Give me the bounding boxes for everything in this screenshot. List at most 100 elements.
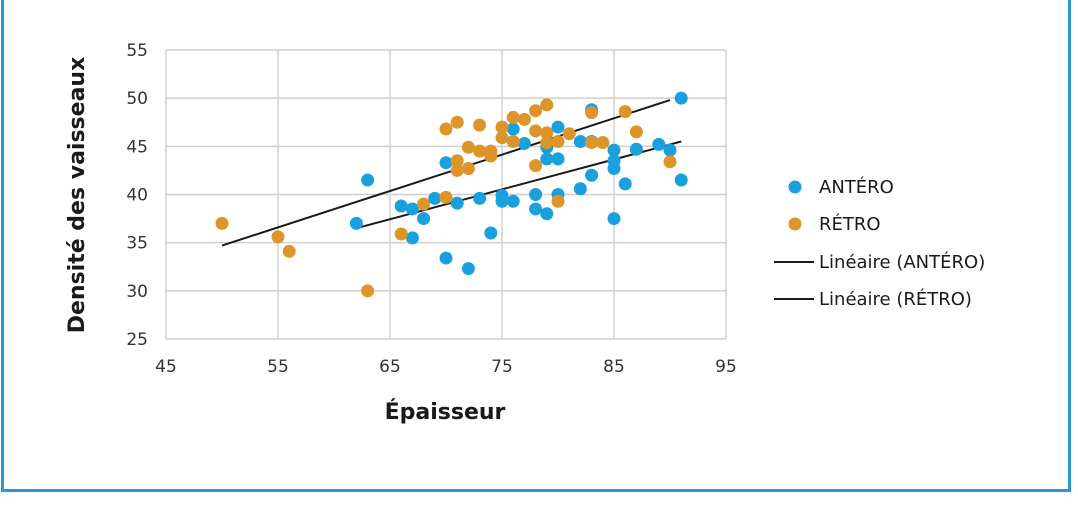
- data-point-retro: [540, 98, 554, 112]
- legend-label-retro-trend: Linéaire (RÉTRO): [819, 288, 972, 310]
- data-point-retro: [585, 106, 599, 120]
- data-point-retro: [450, 115, 464, 129]
- data-point-antero: [349, 216, 363, 230]
- data-point-retro: [529, 159, 543, 173]
- data-point-antero: [529, 202, 543, 216]
- y-tick-label: 55: [126, 41, 148, 61]
- y-tick-label: 45: [126, 137, 148, 157]
- data-point-retro: [596, 135, 610, 149]
- data-point-antero: [540, 207, 554, 221]
- data-point-antero: [506, 122, 520, 136]
- data-point-antero: [629, 142, 643, 156]
- data-point-retro: [517, 112, 531, 126]
- data-point-antero: [484, 226, 498, 240]
- data-point-antero: [607, 212, 621, 226]
- data-point-antero: [461, 262, 475, 276]
- x-tick-label: 45: [155, 357, 177, 377]
- data-point-antero: [551, 152, 565, 166]
- x-tick-label: 75: [491, 357, 513, 377]
- y-tick-label: 50: [126, 89, 148, 109]
- data-point-retro: [506, 135, 520, 149]
- data-point-antero: [585, 168, 599, 182]
- data-point-retro: [439, 190, 453, 204]
- data-point-antero: [405, 231, 419, 245]
- data-point-antero: [417, 212, 431, 226]
- legend-marker-antero: [788, 180, 802, 194]
- data-point-retro: [618, 105, 632, 119]
- trendline-antero: [356, 140, 682, 230]
- legend: ANTÉRO RÉTRO Linéaire (ANTÉRO) Linéaire …: [774, 176, 985, 310]
- data-point-retro: [461, 140, 475, 154]
- data-point-antero: [674, 173, 688, 187]
- data-point-antero: [540, 152, 554, 166]
- x-tick-label: 55: [267, 357, 289, 377]
- data-point-antero: [361, 173, 375, 187]
- data-point-antero: [663, 143, 677, 157]
- y-tick-label: 25: [126, 330, 148, 350]
- data-points: [215, 91, 688, 298]
- x-tick-label: 65: [379, 357, 401, 377]
- data-point-antero: [618, 177, 632, 191]
- data-point-retro: [473, 118, 487, 132]
- data-point-retro: [663, 155, 677, 169]
- data-point-retro: [215, 216, 229, 230]
- data-point-antero: [652, 137, 666, 151]
- data-point-retro: [495, 120, 509, 134]
- data-point-antero: [607, 161, 621, 175]
- data-point-antero: [607, 143, 621, 157]
- data-point-retro: [540, 135, 554, 149]
- data-point-retro: [562, 127, 576, 141]
- data-point-antero: [573, 135, 587, 149]
- legend-label-retro: RÉTRO: [819, 213, 881, 235]
- x-tick-labels: 45 55 65 75 85 95: [155, 357, 737, 377]
- data-point-retro: [551, 194, 565, 208]
- data-point-retro: [495, 131, 509, 145]
- data-point-retro: [529, 124, 543, 138]
- data-point-retro: [473, 144, 487, 158]
- data-point-antero: [428, 191, 442, 205]
- data-point-retro: [439, 122, 453, 136]
- data-point-retro: [585, 135, 599, 149]
- data-point-antero: [674, 91, 688, 105]
- data-point-antero: [450, 196, 464, 210]
- data-point-antero: [473, 191, 487, 205]
- data-point-retro: [450, 154, 464, 168]
- data-point-retro: [271, 230, 285, 244]
- data-point-retro: [484, 149, 498, 163]
- data-point-antero: [405, 202, 419, 216]
- data-point-antero: [517, 136, 531, 150]
- legend-label-antero-trend: Linéaire (ANTÉRO): [819, 251, 985, 273]
- data-point-antero: [551, 120, 565, 134]
- trendline-retro: [221, 99, 671, 247]
- chart-frame: [1, 0, 1071, 492]
- data-point-antero: [394, 199, 408, 213]
- data-point-retro: [361, 284, 375, 298]
- data-point-retro: [417, 197, 431, 211]
- data-point-retro: [529, 104, 543, 118]
- legend-marker-retro: [788, 217, 802, 231]
- data-point-retro: [540, 126, 554, 140]
- data-point-antero: [439, 251, 453, 265]
- data-point-antero: [506, 194, 520, 208]
- x-tick-label: 85: [603, 357, 625, 377]
- data-point-antero: [573, 182, 587, 196]
- data-point-retro: [551, 135, 565, 149]
- data-point-antero: [529, 188, 543, 201]
- y-tick-label: 35: [126, 234, 148, 254]
- y-tick-labels: 25 30 35 40 45 50 55: [126, 41, 148, 350]
- data-point-retro: [450, 163, 464, 177]
- data-point-retro: [461, 161, 475, 175]
- data-point-retro: [394, 227, 408, 241]
- x-axis-title: Épaisseur: [385, 399, 506, 425]
- y-axis-title: Densité des vaisseaux: [65, 57, 90, 334]
- y-tick-label: 30: [126, 282, 148, 302]
- legend-label-antero: ANTÉRO: [819, 176, 894, 198]
- data-point-retro: [629, 125, 643, 139]
- data-point-retro: [506, 110, 520, 124]
- x-tick-label: 95: [715, 357, 737, 377]
- data-point-retro: [282, 244, 296, 258]
- y-tick-label: 40: [126, 186, 148, 206]
- data-point-antero: [439, 156, 453, 170]
- data-point-antero: [495, 188, 509, 202]
